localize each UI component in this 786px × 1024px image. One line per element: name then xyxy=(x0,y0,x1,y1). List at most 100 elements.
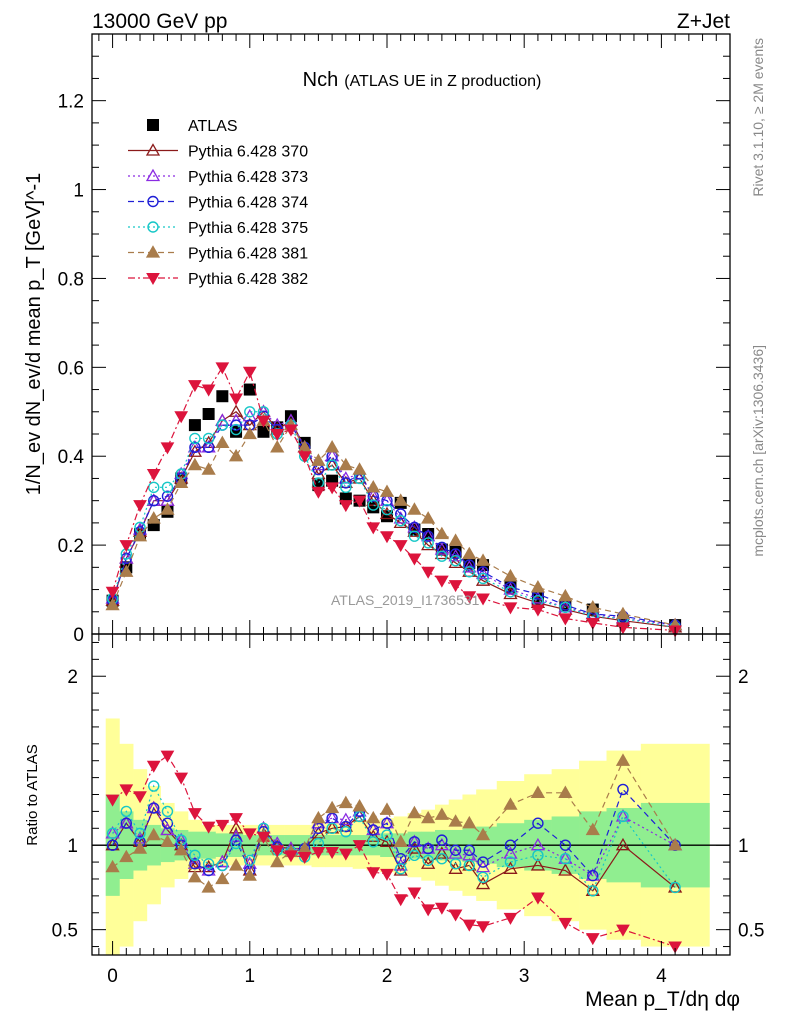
ratio-point xyxy=(559,853,572,865)
analysis-watermark: ATLAS_2019_I1736531 xyxy=(331,592,480,608)
ratio-point xyxy=(148,802,160,814)
ratio-point xyxy=(201,821,216,834)
data-point xyxy=(421,511,436,524)
main-series-6 xyxy=(105,362,682,638)
ratio-point xyxy=(242,868,257,881)
ratio-point xyxy=(284,850,298,863)
data-point xyxy=(119,564,134,577)
data-point xyxy=(558,588,573,602)
ratio-point xyxy=(668,941,682,954)
data-point xyxy=(161,481,174,494)
data-point xyxy=(475,566,491,580)
rivet-label: Rivet 3.1.10, ≥ 2M events xyxy=(750,38,766,197)
data-point xyxy=(463,566,476,578)
data-point xyxy=(244,406,256,418)
data-point xyxy=(448,580,463,593)
data-point xyxy=(462,591,477,604)
ratio-point xyxy=(380,868,394,881)
ratio-point xyxy=(187,869,203,883)
ratio-point xyxy=(449,844,462,856)
ratio-point xyxy=(132,841,148,854)
data-point xyxy=(326,459,338,471)
main-series-line xyxy=(112,410,676,628)
ratio-y-axis-label: Ratio to ATLAS xyxy=(24,744,41,845)
data-point xyxy=(340,477,352,489)
data-point xyxy=(257,425,270,438)
x-tick-label: 3 xyxy=(519,966,530,987)
ratio-point xyxy=(324,800,340,814)
data-point xyxy=(408,521,421,534)
ratio-point xyxy=(244,854,256,867)
data-point xyxy=(463,559,476,571)
legend-marker xyxy=(147,119,159,131)
legend-marker xyxy=(147,221,159,233)
data-point xyxy=(503,568,518,582)
data-point xyxy=(174,475,189,489)
ratio-point xyxy=(503,846,518,859)
ratio-point xyxy=(148,780,160,792)
data-point xyxy=(215,413,230,426)
ratio-point xyxy=(215,819,230,832)
ratio-point xyxy=(133,791,147,804)
ratio-point xyxy=(408,849,421,862)
ratio-point xyxy=(189,849,201,862)
data-point xyxy=(215,362,230,375)
legend-marker xyxy=(145,245,161,258)
data-point xyxy=(230,419,242,431)
data-point xyxy=(148,481,160,494)
main-series-3 xyxy=(106,410,681,631)
ratio-point xyxy=(338,812,353,825)
energy-label: 13000 GeV pp xyxy=(92,10,227,33)
ratio-point xyxy=(449,858,462,870)
ratio-point xyxy=(379,802,395,815)
data-point xyxy=(393,540,408,553)
main-series-line xyxy=(112,411,676,626)
ratio-point xyxy=(270,854,285,868)
data-point xyxy=(366,522,381,535)
data-point xyxy=(395,514,407,527)
legend-label: Pythia 6.428 381 xyxy=(188,246,308,263)
ratio-series-layer xyxy=(105,750,683,954)
mcplots-label: mcplots.cern.ch [arXiv:1306.3436] xyxy=(750,345,766,557)
ratio-point xyxy=(393,894,408,907)
ratio-point xyxy=(558,917,573,930)
y-tick-label-zero: 0 xyxy=(73,625,84,646)
data-point xyxy=(161,490,174,502)
ratio-y-tick-label-left: 2 xyxy=(67,667,78,688)
data-point xyxy=(352,495,367,508)
ratio-point xyxy=(120,805,133,818)
ratio-y-tick-label-left: 0.5 xyxy=(52,921,78,942)
ratio-point xyxy=(379,834,395,847)
ratio-y-tick-label-right: 0.5 xyxy=(738,921,764,942)
data-point xyxy=(325,482,339,495)
ratio-point xyxy=(504,839,517,851)
data-point xyxy=(270,440,285,453)
ratio-point xyxy=(119,784,134,797)
ratio-point xyxy=(105,794,120,807)
ratio-point xyxy=(228,858,244,871)
legend-entry: Pythia 6.428 381 xyxy=(128,245,308,263)
y-tick-label: 0.6 xyxy=(58,358,84,379)
legend-label: Pythia 6.428 370 xyxy=(188,144,308,161)
data-point xyxy=(585,600,600,613)
data-point xyxy=(477,572,489,585)
ratio-series-line xyxy=(112,788,676,877)
ratio-point xyxy=(367,836,379,848)
data-point xyxy=(256,415,271,428)
ratio-point xyxy=(422,842,434,855)
ratio-point xyxy=(311,846,326,859)
ratio-point xyxy=(448,909,463,922)
ratio-point xyxy=(395,863,407,875)
data-point xyxy=(133,500,147,513)
data-point xyxy=(160,442,175,455)
data-point xyxy=(324,440,340,453)
y-tick-label: 1.2 xyxy=(58,92,84,113)
ratio-point xyxy=(462,815,477,829)
data-point xyxy=(146,469,161,482)
ratio-point xyxy=(530,785,546,798)
y-tick-label: 0.2 xyxy=(58,536,84,557)
ratio-point xyxy=(201,880,216,893)
data-point xyxy=(146,511,161,524)
data-point xyxy=(448,533,463,546)
data-point xyxy=(188,380,202,393)
